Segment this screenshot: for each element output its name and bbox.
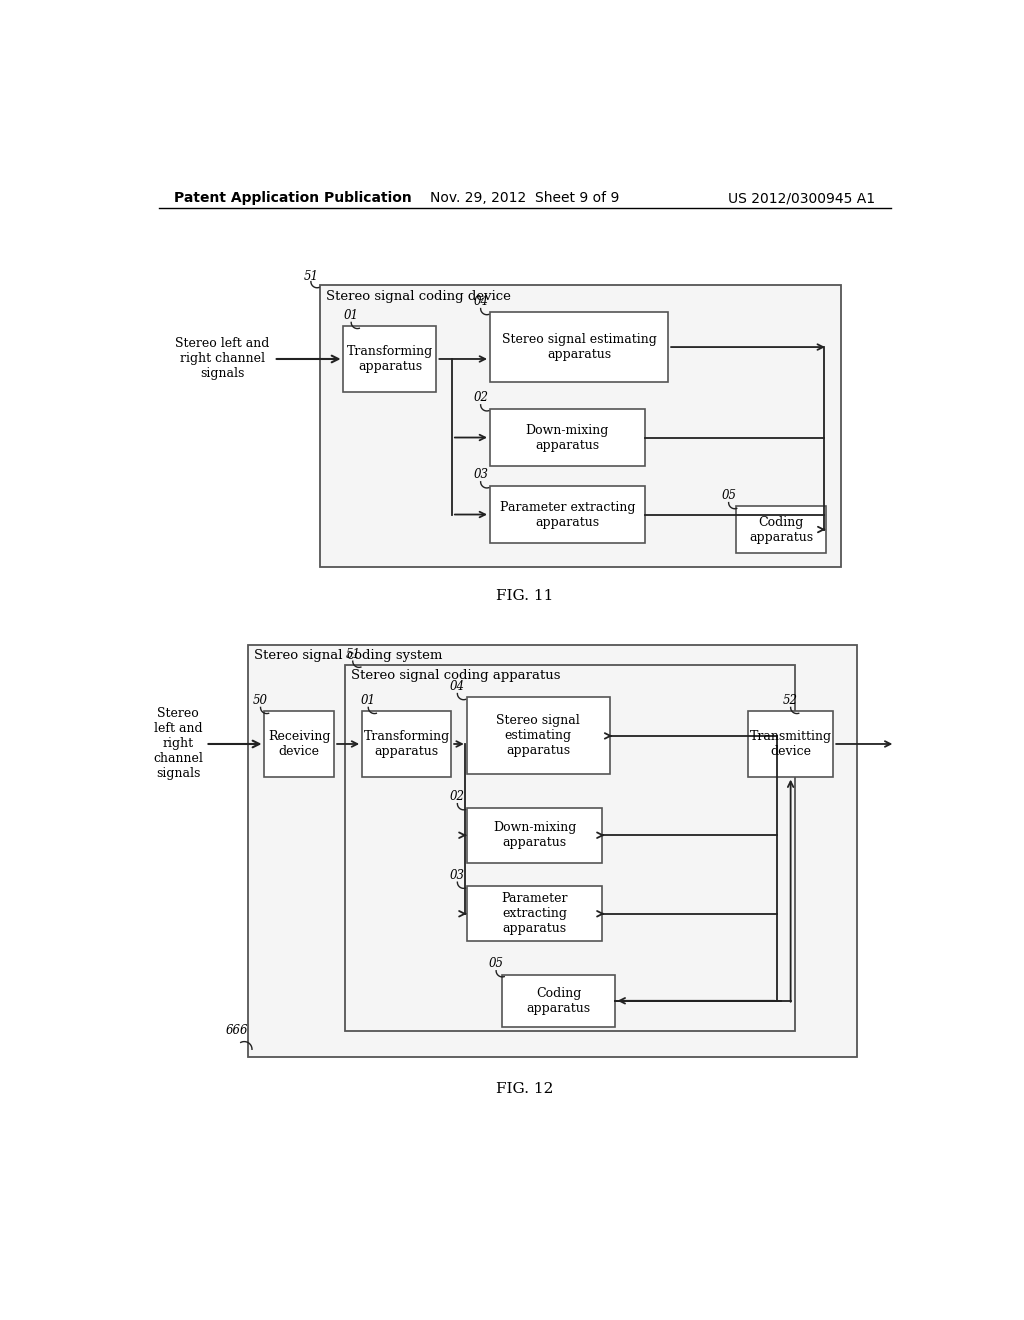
Text: 04: 04	[473, 296, 488, 308]
Text: Transforming
apparatus: Transforming apparatus	[364, 730, 450, 758]
Text: 02: 02	[450, 791, 465, 804]
Text: Stereo signal coding system: Stereo signal coding system	[254, 649, 442, 663]
Bar	[248, 645, 856, 1057]
Text: 05: 05	[721, 490, 736, 502]
Text: Parameter
extracting
apparatus: Parameter extracting apparatus	[501, 892, 567, 936]
Text: Nov. 29, 2012  Sheet 9 of 9: Nov. 29, 2012 Sheet 9 of 9	[430, 191, 620, 206]
Text: Patent Application Publication: Patent Application Publication	[174, 191, 413, 206]
Text: Transmitting
device: Transmitting device	[750, 730, 831, 758]
Bar	[489, 313, 669, 381]
Bar	[264, 711, 334, 776]
Text: 03: 03	[473, 469, 488, 482]
Text: Stereo signal coding device: Stereo signal coding device	[327, 289, 511, 302]
Text: 01: 01	[344, 309, 358, 322]
Text: 50: 50	[253, 694, 268, 708]
Bar	[748, 711, 834, 776]
Text: 01: 01	[360, 694, 376, 708]
Text: FIG. 12: FIG. 12	[496, 1082, 554, 1097]
Bar	[321, 285, 841, 566]
Text: Coding
apparatus: Coding apparatus	[526, 987, 591, 1015]
Text: Coding
apparatus: Coding apparatus	[749, 516, 813, 544]
Text: Down-mixing
apparatus: Down-mixing apparatus	[493, 821, 577, 849]
Text: Transforming
apparatus: Transforming apparatus	[347, 345, 433, 374]
Text: 05: 05	[488, 957, 504, 970]
Text: US 2012/0300945 A1: US 2012/0300945 A1	[728, 191, 876, 206]
Text: Stereo signal
estimating
apparatus: Stereo signal estimating apparatus	[497, 714, 581, 758]
Bar	[489, 409, 645, 466]
Text: Parameter extracting
apparatus: Parameter extracting apparatus	[500, 500, 635, 528]
Text: 666: 666	[225, 1023, 248, 1036]
Bar	[489, 486, 645, 544]
Text: FIG. 11: FIG. 11	[496, 589, 554, 603]
Text: 51: 51	[303, 269, 318, 282]
Bar	[467, 808, 602, 863]
Text: 51: 51	[345, 648, 360, 661]
Text: Receiving
device: Receiving device	[268, 730, 331, 758]
Text: 52: 52	[783, 694, 798, 708]
Text: 02: 02	[473, 391, 488, 404]
Bar	[503, 974, 614, 1027]
Text: Stereo
left and
right
channel
signals: Stereo left and right channel signals	[154, 708, 203, 780]
Text: Stereo left and
right channel
signals: Stereo left and right channel signals	[175, 338, 270, 380]
Text: Stereo signal estimating
apparatus: Stereo signal estimating apparatus	[502, 333, 656, 362]
Bar	[736, 507, 825, 553]
Bar	[467, 697, 610, 775]
Text: Stereo signal coding apparatus: Stereo signal coding apparatus	[351, 669, 561, 682]
Bar	[467, 886, 602, 941]
Text: 04: 04	[450, 680, 465, 693]
Text: Down-mixing
apparatus: Down-mixing apparatus	[525, 424, 609, 451]
Text: 03: 03	[450, 869, 465, 882]
Bar	[362, 711, 452, 776]
Bar	[343, 326, 436, 392]
Bar	[345, 665, 795, 1031]
